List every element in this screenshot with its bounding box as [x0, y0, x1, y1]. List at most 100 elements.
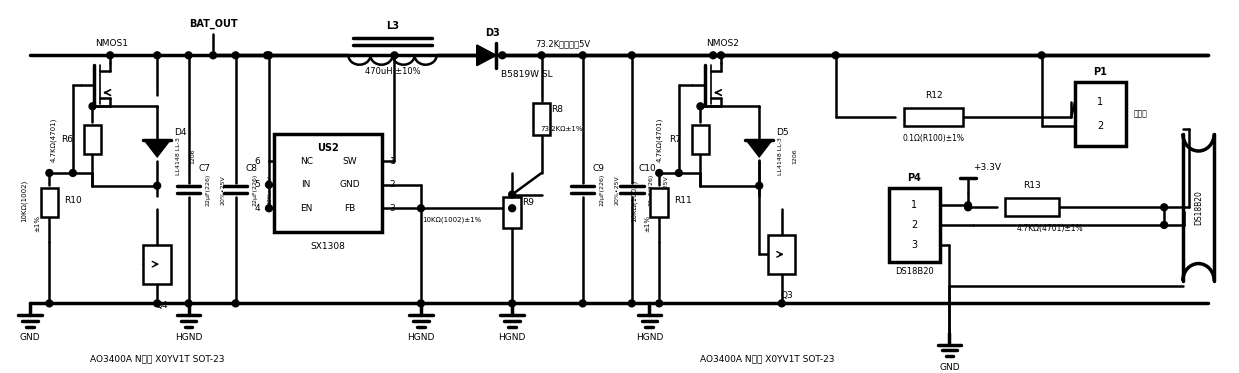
- Text: C7: C7: [198, 164, 211, 173]
- Text: 2: 2: [389, 180, 395, 189]
- Text: AO3400A N道沟 X0YV1T SOT-23: AO3400A N道沟 X0YV1T SOT-23: [90, 355, 224, 364]
- Circle shape: [965, 204, 971, 211]
- Text: R13: R13: [1023, 181, 1041, 190]
- Circle shape: [509, 205, 515, 212]
- Circle shape: [499, 52, 506, 59]
- Text: NMOS2: NMOS2: [706, 39, 740, 48]
- Text: HGND: HGND: [636, 333, 663, 342]
- Text: B5819W SL: B5819W SL: [501, 70, 553, 79]
- Circle shape: [628, 300, 636, 307]
- Text: 4.7KΩ(4701)±1%: 4.7KΩ(4701)±1%: [1016, 225, 1083, 233]
- Circle shape: [509, 300, 515, 307]
- Text: DS18B20: DS18B20: [1194, 190, 1203, 225]
- Circle shape: [756, 182, 763, 189]
- Bar: [650, 188, 668, 217]
- Circle shape: [717, 52, 725, 59]
- Text: L3: L3: [387, 21, 399, 31]
- Circle shape: [69, 170, 77, 176]
- Circle shape: [89, 103, 95, 110]
- Text: 22μF(226): 22μF(226): [600, 173, 605, 206]
- Circle shape: [209, 52, 217, 59]
- Text: FB: FB: [343, 204, 356, 213]
- Text: 73.2K向右输出5V: 73.2K向右输出5V: [535, 39, 591, 48]
- Text: 22μF(226): 22μF(226): [206, 173, 211, 206]
- Bar: [904, 108, 963, 126]
- Bar: [503, 197, 520, 228]
- Text: Q3: Q3: [781, 291, 793, 300]
- Text: 4: 4: [254, 204, 260, 213]
- Text: 6: 6: [254, 157, 260, 166]
- Bar: [144, 245, 171, 284]
- Text: 1: 1: [389, 157, 395, 166]
- Text: 20%•25V: 20%•25V: [221, 175, 225, 204]
- Text: IN: IN: [301, 180, 311, 189]
- Text: DS18B20: DS18B20: [895, 267, 933, 276]
- Circle shape: [965, 202, 971, 209]
- Text: 1206: 1206: [190, 148, 195, 164]
- Text: Q4: Q4: [156, 301, 169, 310]
- Text: 2: 2: [1098, 121, 1104, 131]
- Polygon shape: [145, 140, 170, 157]
- Text: 电热丝: 电热丝: [1134, 110, 1147, 119]
- Circle shape: [46, 300, 53, 307]
- Text: 4.7KΩ(4701): 4.7KΩ(4701): [50, 117, 57, 162]
- Bar: [533, 103, 550, 135]
- Text: R9: R9: [522, 198, 534, 207]
- Circle shape: [778, 300, 786, 307]
- Circle shape: [1161, 204, 1167, 211]
- Text: BAT_OUT: BAT_OUT: [188, 19, 238, 29]
- Circle shape: [698, 103, 704, 110]
- Text: SW: SW: [342, 157, 357, 166]
- Text: 20%•25V: 20%•25V: [268, 175, 273, 204]
- Polygon shape: [477, 45, 496, 66]
- Bar: [1075, 82, 1126, 146]
- Circle shape: [185, 52, 192, 59]
- Text: 3: 3: [911, 239, 917, 250]
- Text: 470uH ±10%: 470uH ±10%: [364, 68, 420, 76]
- Text: NC: NC: [300, 157, 312, 166]
- Text: 3: 3: [389, 204, 395, 213]
- Circle shape: [154, 300, 161, 307]
- Circle shape: [265, 205, 273, 212]
- Text: AO3400A N道沟 X0YV1T SOT-23: AO3400A N道沟 X0YV1T SOT-23: [700, 355, 834, 364]
- Text: 20%•25V: 20%•25V: [664, 175, 669, 204]
- Text: GND: GND: [939, 363, 960, 372]
- Text: C8: C8: [245, 164, 258, 173]
- Circle shape: [1161, 222, 1167, 228]
- Circle shape: [232, 52, 239, 59]
- Text: 10KΩ(1002): 10KΩ(1002): [21, 179, 27, 222]
- Text: LL4148 LL-3: LL4148 LL-3: [778, 137, 783, 175]
- Text: 10KΩ(1002)±1%: 10KΩ(1002)±1%: [421, 217, 481, 223]
- Circle shape: [265, 52, 273, 59]
- Text: R7: R7: [669, 135, 681, 144]
- Text: 10KΩ(1002): 10KΩ(1002): [631, 179, 637, 222]
- Text: D5: D5: [777, 128, 789, 137]
- Text: R11: R11: [674, 196, 691, 205]
- Bar: [1005, 198, 1059, 216]
- Circle shape: [185, 300, 192, 307]
- Text: 2: 2: [911, 220, 917, 230]
- Text: 5: 5: [254, 180, 260, 189]
- Polygon shape: [746, 140, 772, 157]
- Text: ±1%: ±1%: [644, 216, 650, 232]
- Text: 1: 1: [911, 200, 917, 210]
- Circle shape: [46, 170, 53, 176]
- Text: R12: R12: [926, 91, 943, 100]
- Circle shape: [655, 170, 663, 176]
- Text: R6: R6: [61, 135, 73, 144]
- Circle shape: [580, 52, 586, 59]
- Bar: [768, 235, 795, 274]
- Text: D4: D4: [175, 128, 187, 137]
- Text: 20%•25V: 20%•25V: [615, 175, 620, 204]
- Text: GND: GND: [339, 180, 359, 189]
- Text: 1: 1: [1098, 97, 1104, 107]
- Text: D3: D3: [486, 28, 499, 38]
- Text: US2: US2: [317, 144, 338, 153]
- Circle shape: [538, 52, 545, 59]
- Bar: [274, 134, 382, 232]
- Circle shape: [418, 205, 425, 212]
- Text: P1: P1: [1094, 68, 1108, 78]
- Text: +3.3V: +3.3V: [973, 163, 1001, 172]
- Text: HGND: HGND: [175, 333, 202, 342]
- Text: P4: P4: [907, 173, 921, 184]
